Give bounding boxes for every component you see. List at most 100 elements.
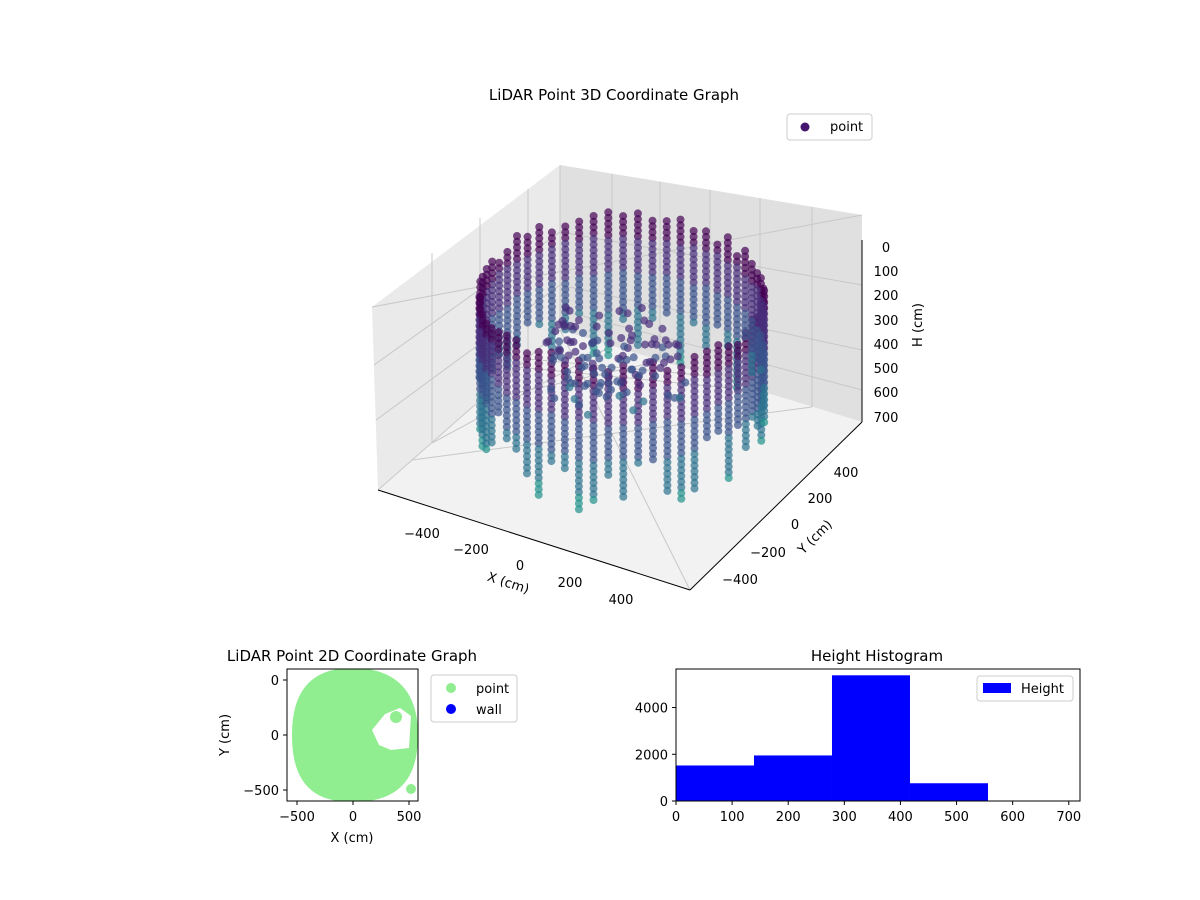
point-3d [676, 238, 685, 247]
point-3d [724, 434, 733, 442]
point-cloud-2d [292, 669, 418, 801]
point-3d [648, 291, 657, 300]
point-3d [589, 456, 598, 464]
chart-2d: LiDAR Point 2D Coordinate Graph −500 0 5… [218, 647, 518, 846]
point-3d [502, 400, 511, 409]
point-3d [702, 427, 711, 436]
point-3d [662, 234, 671, 243]
point-3d [534, 393, 543, 402]
point-3d [560, 407, 569, 415]
point-3d [589, 496, 598, 504]
point-3d [619, 487, 628, 496]
point-3d [633, 295, 642, 304]
point-3d [503, 305, 512, 314]
point-3d [663, 481, 672, 490]
point-3d [649, 426, 657, 435]
point-3d [513, 294, 521, 303]
point-3d [575, 246, 584, 255]
point-3d [690, 398, 699, 407]
point-3d [513, 254, 521, 263]
point-3d [663, 372, 672, 381]
point-3d [619, 275, 628, 283]
point-3d [604, 470, 613, 479]
point-3d [713, 292, 722, 301]
point-3d [604, 225, 613, 234]
pane-left [372, 165, 560, 490]
point-3d [513, 289, 521, 298]
point-3d [651, 372, 660, 381]
point-3d [634, 435, 643, 444]
point-3d [604, 402, 613, 411]
point-3d [523, 417, 531, 426]
point-3d [760, 406, 769, 415]
point-3d [713, 269, 722, 278]
point-3d [523, 400, 531, 409]
point-3d [604, 413, 613, 422]
point-3d [649, 392, 657, 401]
point-3d [702, 364, 711, 373]
legend-2d-marker-point [446, 683, 456, 693]
point-3d [502, 428, 511, 437]
point-3d [733, 309, 741, 318]
histogram-bar [676, 765, 754, 801]
point-3d [724, 428, 733, 437]
point-3d [662, 285, 671, 294]
point-3d [677, 454, 686, 463]
point-3d [494, 334, 503, 342]
point-3d [589, 473, 598, 482]
point-3d [689, 312, 698, 321]
point-3d [702, 324, 710, 333]
point-3d [575, 297, 584, 306]
point-3d [619, 418, 628, 427]
point-3d [662, 245, 671, 254]
point-3d [604, 322, 613, 331]
point-3d [560, 447, 569, 455]
point-3d [702, 353, 711, 362]
point-3d [677, 494, 686, 503]
point-3d [512, 444, 521, 453]
point-3d [535, 240, 544, 249]
point-3d [724, 405, 733, 414]
legend-histogram-swatch [983, 683, 1011, 693]
point-3d [561, 245, 570, 254]
point-3d [689, 289, 698, 298]
point-3d [648, 273, 657, 282]
point-3d [547, 457, 556, 466]
point-3d [690, 364, 699, 373]
point-3d [733, 403, 742, 412]
point-3d [648, 285, 657, 294]
point-3d [689, 261, 698, 270]
point-3d [560, 464, 569, 473]
point-3d [604, 288, 613, 297]
point-3d [689, 227, 698, 235]
point-3d [512, 364, 521, 373]
point-3d [747, 351, 756, 360]
point-3d [747, 288, 756, 297]
point-3d [574, 448, 583, 457]
point-3d [677, 437, 686, 446]
histogram-frame [675, 668, 1081, 802]
point-3d [747, 328, 756, 337]
point-3d [482, 445, 491, 454]
point-3d [487, 341, 496, 350]
point-3d [723, 319, 732, 327]
point-3d [547, 291, 556, 300]
point-3d [733, 392, 742, 401]
point-3d [714, 415, 723, 424]
point-3d [619, 263, 628, 272]
point-3d [702, 227, 710, 236]
point-3d [733, 303, 741, 312]
legend-2d-label: wall [476, 703, 502, 718]
point-3d [690, 484, 699, 493]
x-tick-label: 0 [672, 810, 680, 825]
point-3d [677, 460, 686, 469]
point-3d [604, 317, 613, 325]
point-3d [649, 438, 657, 447]
y-axis-label-2d: Y (cm) [218, 714, 233, 757]
point-3d [503, 322, 512, 331]
point-3d [523, 469, 531, 478]
point-3d [741, 309, 750, 318]
point-3d [523, 458, 531, 466]
point-3d [523, 383, 531, 392]
point-3d [733, 280, 741, 289]
